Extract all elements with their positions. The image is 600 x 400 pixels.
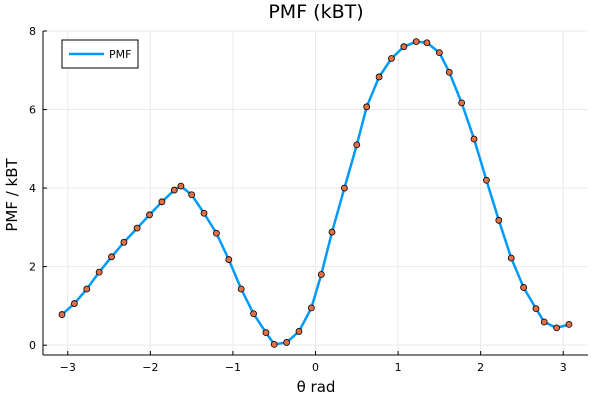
y-axis-title: PMF / kBT (3, 157, 21, 231)
data-point-26 (363, 103, 371, 111)
y-tick-label-1: 2 (29, 261, 36, 274)
data-point-34 (458, 99, 466, 107)
data-point-22 (317, 271, 325, 278)
data-point-1 (70, 300, 78, 307)
data-point-28 (388, 55, 395, 62)
data-point-4 (108, 253, 115, 261)
x-tick-label-3: 0 (312, 361, 319, 374)
data-point-40 (532, 305, 540, 313)
data-point-21 (307, 304, 315, 312)
x-tick-label-1: −2 (142, 361, 158, 374)
data-point-5 (120, 238, 128, 246)
data-point-31 (423, 39, 431, 47)
data-point-6 (133, 224, 141, 232)
data-point-0 (58, 311, 66, 318)
chart-title: PMF (kBT) (268, 1, 363, 23)
data-point-23 (328, 228, 336, 236)
data-point-17 (262, 329, 270, 337)
x-tick-label-6: 3 (560, 361, 567, 374)
data-point-20 (295, 328, 303, 335)
data-point-37 (495, 216, 503, 224)
data-point-8 (158, 198, 166, 206)
data-point-41 (540, 318, 548, 326)
data-point-38 (507, 254, 515, 262)
data-point-30 (412, 38, 420, 46)
data-point-7 (146, 211, 153, 219)
data-point-16 (250, 310, 257, 318)
x-tick-label-2: −1 (225, 361, 241, 374)
data-point-2 (83, 285, 91, 293)
data-point-18 (270, 340, 278, 348)
series-layer (58, 38, 573, 348)
data-point-39 (520, 284, 527, 291)
data-point-3 (95, 268, 103, 276)
legend: PMF (61, 39, 139, 69)
tick-labels: −3 −2 −1 0 1 2 3 0 2 4 6 8 (29, 25, 567, 374)
data-point-25 (353, 141, 361, 149)
data-point-42 (553, 324, 561, 332)
data-point-36 (483, 176, 490, 184)
data-point-35 (470, 135, 478, 143)
y-tick-label-3: 6 (29, 104, 36, 117)
x-tick-label-4: 1 (395, 361, 402, 374)
x-tick-label-0: −3 (60, 361, 76, 374)
data-point-15 (237, 285, 245, 293)
grid (43, 30, 588, 355)
data-point-13 (213, 229, 220, 237)
data-point-27 (375, 73, 383, 81)
data-point-24 (341, 184, 348, 192)
x-tick-label-5: 2 (477, 361, 484, 374)
y-tick-label-4: 8 (29, 25, 36, 38)
data-point-32 (435, 49, 443, 56)
data-point-43 (565, 320, 573, 328)
data-point-29 (400, 43, 408, 51)
y-tick-label-2: 4 (29, 182, 36, 195)
data-point-9 (170, 186, 178, 194)
data-point-12 (200, 209, 208, 217)
data-point-19 (283, 339, 290, 346)
axes (42, 30, 588, 356)
data-point-10 (177, 182, 185, 190)
data-point-14 (225, 256, 233, 263)
data-point-33 (445, 68, 453, 76)
data-point-11 (188, 191, 196, 199)
legend-label-pmf: PMF (109, 48, 131, 61)
y-tick-label-0: 0 (29, 339, 36, 352)
x-axis-title: θ rad (297, 378, 336, 396)
